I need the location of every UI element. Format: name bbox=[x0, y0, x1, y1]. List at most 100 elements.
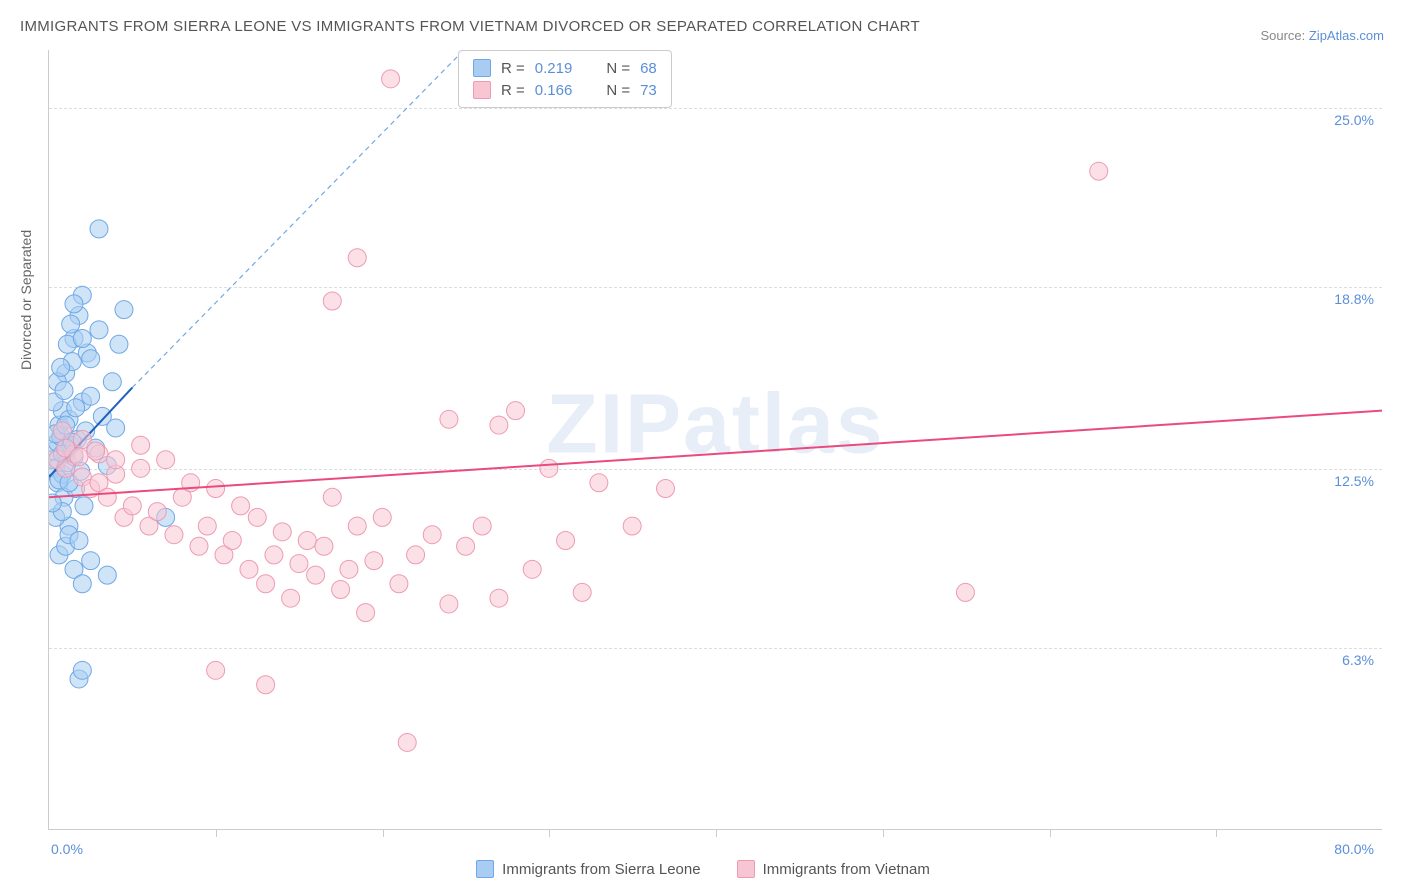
data-point bbox=[82, 350, 100, 368]
data-point bbox=[282, 589, 300, 607]
data-point bbox=[540, 459, 558, 477]
data-point bbox=[132, 459, 150, 477]
data-point bbox=[507, 402, 525, 420]
data-point bbox=[70, 448, 88, 466]
series-legend: Immigrants from Sierra Leone Immigrants f… bbox=[0, 860, 1406, 882]
data-point bbox=[340, 560, 358, 578]
legend-swatch bbox=[476, 860, 494, 878]
data-point bbox=[73, 575, 91, 593]
plot-area: ZIPatlas 6.3%12.5%18.8%25.0%0.0%80.0% bbox=[48, 50, 1382, 830]
legend-swatch bbox=[737, 860, 755, 878]
data-point bbox=[157, 451, 175, 469]
data-point bbox=[440, 595, 458, 613]
data-point bbox=[357, 604, 375, 622]
data-point bbox=[323, 292, 341, 310]
data-point bbox=[107, 419, 125, 437]
data-point bbox=[248, 508, 266, 526]
data-point bbox=[473, 517, 491, 535]
data-point bbox=[98, 488, 116, 506]
legend-row: R = 0.219N = 68 bbox=[473, 57, 657, 79]
data-point bbox=[223, 531, 241, 549]
data-point bbox=[190, 537, 208, 555]
series-legend-item: Immigrants from Vietnam bbox=[737, 860, 930, 878]
data-point bbox=[657, 480, 675, 498]
data-point bbox=[956, 583, 974, 601]
data-point bbox=[307, 566, 325, 584]
x-tick bbox=[216, 829, 217, 837]
data-point bbox=[73, 661, 91, 679]
series-label: Immigrants from Sierra Leone bbox=[502, 861, 700, 878]
data-point bbox=[440, 410, 458, 428]
series-legend-item: Immigrants from Sierra Leone bbox=[476, 860, 700, 878]
source-link[interactable]: ZipAtlas.com bbox=[1309, 28, 1384, 43]
data-point bbox=[1090, 162, 1108, 180]
data-point bbox=[52, 358, 70, 376]
x-origin-label: 0.0% bbox=[51, 841, 83, 857]
data-point bbox=[207, 661, 225, 679]
data-point bbox=[207, 480, 225, 498]
y-axis-title: Divorced or Separated bbox=[18, 230, 34, 370]
data-point bbox=[90, 321, 108, 339]
data-point bbox=[87, 442, 105, 460]
data-point bbox=[348, 249, 366, 267]
data-point bbox=[148, 503, 166, 521]
data-point bbox=[198, 517, 216, 535]
data-point bbox=[240, 560, 258, 578]
x-tick bbox=[883, 829, 884, 837]
data-point bbox=[123, 497, 141, 515]
data-point bbox=[53, 422, 71, 440]
data-point bbox=[298, 531, 316, 549]
data-point bbox=[332, 581, 350, 599]
x-max-label: 80.0% bbox=[1334, 841, 1374, 857]
n-value: 73 bbox=[640, 82, 657, 99]
x-tick bbox=[549, 829, 550, 837]
data-point bbox=[70, 531, 88, 549]
data-point bbox=[573, 583, 591, 601]
data-point bbox=[457, 537, 475, 555]
data-point bbox=[110, 335, 128, 353]
correlation-legend: R = 0.219N = 68R = 0.166 N = 73 bbox=[458, 50, 672, 108]
x-tick bbox=[383, 829, 384, 837]
data-point bbox=[490, 416, 508, 434]
data-point bbox=[315, 537, 333, 555]
data-point bbox=[55, 381, 73, 399]
r-label: R = bbox=[501, 60, 525, 77]
data-point bbox=[390, 575, 408, 593]
r-value: 0.166 bbox=[535, 82, 573, 99]
data-point bbox=[265, 546, 283, 564]
data-point bbox=[257, 575, 275, 593]
data-point bbox=[132, 436, 150, 454]
data-point bbox=[373, 508, 391, 526]
data-point bbox=[103, 373, 121, 391]
data-point bbox=[90, 220, 108, 238]
data-point bbox=[323, 488, 341, 506]
series-label: Immigrants from Vietnam bbox=[763, 861, 930, 878]
source-attribution: Source: ZipAtlas.com bbox=[1260, 28, 1384, 43]
data-point bbox=[82, 387, 100, 405]
data-point bbox=[257, 676, 275, 694]
r-value: 0.219 bbox=[535, 60, 573, 77]
data-point bbox=[623, 517, 641, 535]
data-point bbox=[348, 517, 366, 535]
data-point bbox=[490, 589, 508, 607]
data-point bbox=[82, 552, 100, 570]
legend-row: R = 0.166N = 73 bbox=[473, 79, 657, 101]
data-point bbox=[107, 451, 125, 469]
x-tick bbox=[1216, 829, 1217, 837]
data-point bbox=[590, 474, 608, 492]
data-point bbox=[273, 523, 291, 541]
data-point bbox=[115, 301, 133, 319]
data-point bbox=[423, 526, 441, 544]
n-label: N = bbox=[606, 82, 630, 99]
data-point bbox=[73, 330, 91, 348]
data-point bbox=[67, 399, 85, 417]
data-point bbox=[365, 552, 383, 570]
data-point bbox=[98, 566, 116, 584]
data-point bbox=[62, 315, 80, 333]
data-point bbox=[165, 526, 183, 544]
trend-line-extrapolated bbox=[132, 50, 464, 388]
data-point bbox=[382, 70, 400, 88]
data-point bbox=[523, 560, 541, 578]
chart-title: IMMIGRANTS FROM SIERRA LEONE VS IMMIGRAN… bbox=[20, 18, 920, 35]
data-point bbox=[557, 531, 575, 549]
